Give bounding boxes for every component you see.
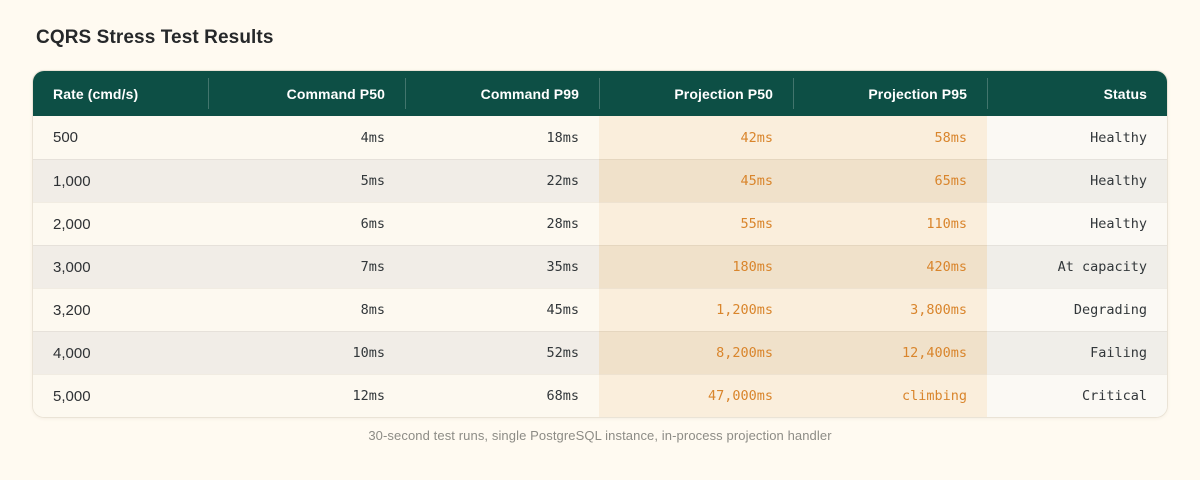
rate-cell: 4,000 bbox=[33, 331, 208, 374]
command-p50-cell: 10ms bbox=[208, 331, 405, 374]
column-header-status: Status bbox=[987, 71, 1167, 116]
status-cell: Healthy bbox=[987, 159, 1167, 202]
command-p50-cell: 5ms bbox=[208, 159, 405, 202]
page-title: CQRS Stress Test Results bbox=[36, 27, 274, 48]
command-p50-cell: 4ms bbox=[208, 116, 405, 159]
status-cell: Degrading bbox=[987, 288, 1167, 331]
projection-p95-cell: 420ms bbox=[793, 245, 987, 288]
command-p99-cell: 18ms bbox=[405, 116, 599, 159]
rate-cell: 3,000 bbox=[33, 245, 208, 288]
status-cell: At capacity bbox=[987, 245, 1167, 288]
projection-p95-cell: 65ms bbox=[793, 159, 987, 202]
command-p99-cell: 45ms bbox=[405, 288, 599, 331]
projection-p95-cell: 58ms bbox=[793, 116, 987, 159]
command-p99-cell: 35ms bbox=[405, 245, 599, 288]
table-row: 500 4ms 18ms 42ms 58ms Healthy bbox=[33, 116, 1167, 159]
results-table: Rate (cmd/s) Command P50 Command P99 Pro… bbox=[32, 70, 1168, 418]
status-cell: Failing bbox=[987, 331, 1167, 374]
table-row: 3,000 7ms 35ms 180ms 420ms At capacity bbox=[33, 245, 1167, 288]
status-cell: Critical bbox=[987, 374, 1167, 417]
column-header-projection-p95: Projection P95 bbox=[793, 71, 987, 116]
projection-p50-cell: 1,200ms bbox=[599, 288, 793, 331]
projection-p50-cell: 42ms bbox=[599, 116, 793, 159]
column-header-projection-p50: Projection P50 bbox=[599, 71, 793, 116]
rate-cell: 500 bbox=[33, 116, 208, 159]
command-p50-cell: 12ms bbox=[208, 374, 405, 417]
rate-cell: 2,000 bbox=[33, 202, 208, 245]
rate-cell: 1,000 bbox=[33, 159, 208, 202]
command-p99-cell: 28ms bbox=[405, 202, 599, 245]
table-row: 5,000 12ms 68ms 47,000ms climbing Critical bbox=[33, 374, 1167, 417]
projection-p50-cell: 47,000ms bbox=[599, 374, 793, 417]
rate-cell: 3,200 bbox=[33, 288, 208, 331]
table-header-row: Rate (cmd/s) Command P50 Command P99 Pro… bbox=[33, 71, 1167, 116]
table-row: 3,200 8ms 45ms 1,200ms 3,800ms Degrading bbox=[33, 288, 1167, 331]
results-table-body: 500 4ms 18ms 42ms 58ms Healthy 1,000 5ms 22ms 45m… bbox=[33, 116, 1167, 417]
projection-p95-cell: 110ms bbox=[793, 202, 987, 245]
column-header-command-p99: Command P99 bbox=[405, 71, 599, 116]
table-row: 4,000 10ms 52ms 8,200ms 12,400ms Failing bbox=[33, 331, 1167, 374]
projection-p50-cell: 180ms bbox=[599, 245, 793, 288]
projection-p50-cell: 8,200ms bbox=[599, 331, 793, 374]
projection-p95-cell: 3,800ms bbox=[793, 288, 987, 331]
table-row: 1,000 5ms 22ms 45ms 65ms Healthy bbox=[33, 159, 1167, 202]
projection-p95-cell: climbing bbox=[793, 374, 987, 417]
command-p99-cell: 52ms bbox=[405, 331, 599, 374]
rate-cell: 5,000 bbox=[33, 374, 208, 417]
projection-p95-cell: 12,400ms bbox=[793, 331, 987, 374]
status-cell: Healthy bbox=[987, 202, 1167, 245]
command-p50-cell: 8ms bbox=[208, 288, 405, 331]
projection-p50-cell: 45ms bbox=[599, 159, 793, 202]
command-p50-cell: 7ms bbox=[208, 245, 405, 288]
command-p99-cell: 22ms bbox=[405, 159, 599, 202]
command-p50-cell: 6ms bbox=[208, 202, 405, 245]
status-cell: Healthy bbox=[987, 116, 1167, 159]
column-header-rate: Rate (cmd/s) bbox=[53, 85, 139, 102]
projection-p50-cell: 55ms bbox=[599, 202, 793, 245]
command-p99-cell: 68ms bbox=[405, 374, 599, 417]
table-row: 2,000 6ms 28ms 55ms 110ms Healthy bbox=[33, 202, 1167, 245]
column-header-command-p50: Command P50 bbox=[208, 71, 405, 116]
table-footnote: 30-second test runs, single PostgreSQL i… bbox=[368, 428, 832, 443]
